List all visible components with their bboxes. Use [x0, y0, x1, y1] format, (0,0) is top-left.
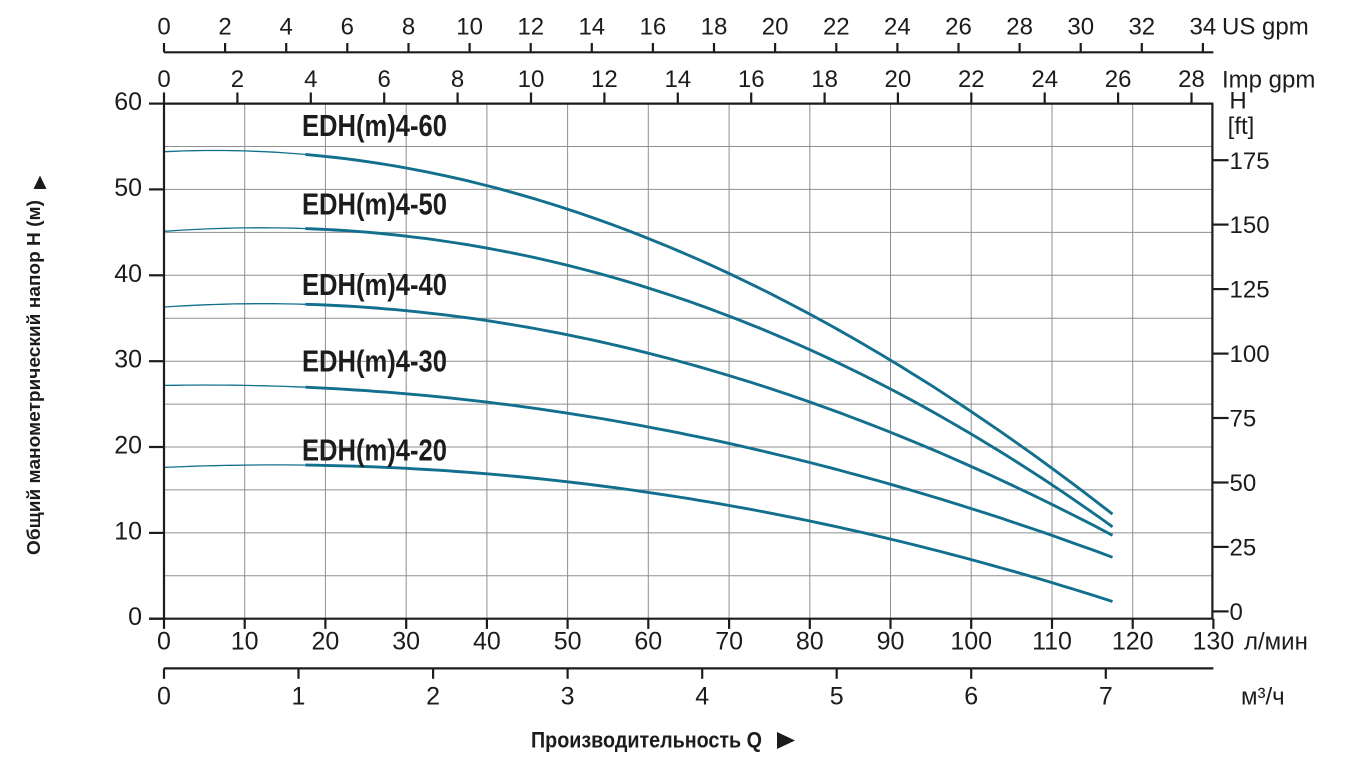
svg-text:24: 24 — [1031, 66, 1058, 93]
svg-text:50: 50 — [554, 628, 582, 656]
svg-text:90: 90 — [877, 628, 905, 656]
svg-text:0: 0 — [1230, 599, 1243, 626]
svg-text:30: 30 — [114, 346, 142, 374]
svg-text:25: 25 — [1230, 535, 1257, 562]
svg-text:л/мин: л/мин — [1244, 629, 1308, 656]
svg-text:80: 80 — [796, 628, 824, 656]
svg-text:4: 4 — [304, 66, 317, 93]
svg-text:1: 1 — [292, 683, 306, 711]
svg-text:110: 110 — [1032, 628, 1072, 656]
svg-text:22: 22 — [958, 66, 985, 93]
svg-text:10: 10 — [114, 517, 142, 545]
svg-text:50: 50 — [1230, 470, 1257, 497]
svg-text:28: 28 — [1178, 66, 1205, 93]
svg-text:22: 22 — [823, 14, 850, 41]
svg-text:0: 0 — [157, 683, 171, 711]
svg-text:3: 3 — [561, 683, 575, 711]
svg-text:28: 28 — [1006, 14, 1033, 41]
svg-text:18: 18 — [701, 14, 728, 41]
svg-text:30: 30 — [1067, 14, 1094, 41]
svg-text:40: 40 — [114, 260, 142, 288]
svg-text:20: 20 — [885, 66, 912, 93]
svg-text:EDH(m)4-60: EDH(m)4-60 — [302, 108, 447, 143]
svg-text:м³/ч: м³/ч — [1241, 684, 1285, 711]
svg-text:8: 8 — [451, 66, 464, 93]
svg-text:100: 100 — [950, 628, 992, 656]
svg-text:US gpm: US gpm — [1222, 14, 1309, 41]
svg-text:10: 10 — [231, 628, 259, 656]
svg-text:20: 20 — [114, 432, 142, 460]
svg-text:75: 75 — [1230, 406, 1257, 433]
svg-text:26: 26 — [945, 14, 972, 41]
svg-text:Производительность Q: Производительность Q — [531, 728, 762, 753]
svg-text:70: 70 — [715, 628, 743, 656]
svg-text:4: 4 — [695, 683, 709, 711]
svg-text:0: 0 — [157, 66, 170, 93]
svg-text:6: 6 — [964, 683, 978, 711]
svg-text:20: 20 — [762, 14, 789, 41]
svg-text:2: 2 — [426, 683, 440, 711]
svg-text:16: 16 — [640, 14, 667, 41]
svg-text:60: 60 — [114, 88, 142, 116]
svg-text:120: 120 — [1112, 628, 1154, 656]
svg-text:32: 32 — [1128, 14, 1155, 41]
svg-text:6: 6 — [378, 66, 391, 93]
svg-text:0: 0 — [128, 603, 142, 631]
svg-text:24: 24 — [884, 14, 911, 41]
svg-text:Imp gpm: Imp gpm — [1222, 67, 1315, 94]
svg-text:[ft]: [ft] — [1228, 113, 1255, 140]
svg-text:0: 0 — [157, 14, 170, 41]
svg-text:4: 4 — [280, 14, 293, 41]
svg-text:10: 10 — [518, 66, 545, 93]
svg-text:16: 16 — [738, 66, 765, 93]
svg-text:EDH(m)4-30: EDH(m)4-30 — [302, 344, 447, 379]
svg-text:12: 12 — [517, 14, 544, 41]
svg-text:30: 30 — [392, 628, 420, 656]
svg-text:20: 20 — [311, 628, 339, 656]
svg-text:40: 40 — [473, 628, 501, 656]
svg-text:12: 12 — [591, 66, 618, 93]
svg-text:EDH(m)4-40: EDH(m)4-40 — [302, 267, 447, 302]
svg-text:H: H — [1229, 88, 1246, 115]
svg-text:10: 10 — [456, 14, 483, 41]
svg-text:EDH(m)4-50: EDH(m)4-50 — [302, 187, 447, 222]
svg-text:60: 60 — [634, 628, 662, 656]
svg-text:150: 150 — [1230, 212, 1270, 239]
svg-text:8: 8 — [402, 14, 415, 41]
svg-text:7: 7 — [1099, 683, 1113, 711]
svg-text:26: 26 — [1105, 66, 1132, 93]
svg-text:6: 6 — [341, 14, 354, 41]
svg-text:0: 0 — [157, 628, 171, 656]
svg-text:175: 175 — [1230, 148, 1270, 175]
svg-text:Общий манометрический напор H: Общий манометрический напор H (м) — [23, 200, 44, 555]
svg-text:125: 125 — [1230, 277, 1270, 304]
svg-text:100: 100 — [1230, 341, 1270, 368]
svg-text:130: 130 — [1193, 628, 1235, 656]
svg-text:18: 18 — [811, 66, 838, 93]
svg-text:50: 50 — [114, 174, 142, 202]
svg-text:EDH(m)4-20: EDH(m)4-20 — [302, 433, 447, 468]
svg-text:14: 14 — [664, 66, 691, 93]
svg-text:34: 34 — [1190, 14, 1217, 41]
svg-text:2: 2 — [218, 14, 231, 41]
svg-text:14: 14 — [578, 14, 605, 41]
svg-text:5: 5 — [830, 683, 844, 711]
svg-text:2: 2 — [231, 66, 244, 93]
